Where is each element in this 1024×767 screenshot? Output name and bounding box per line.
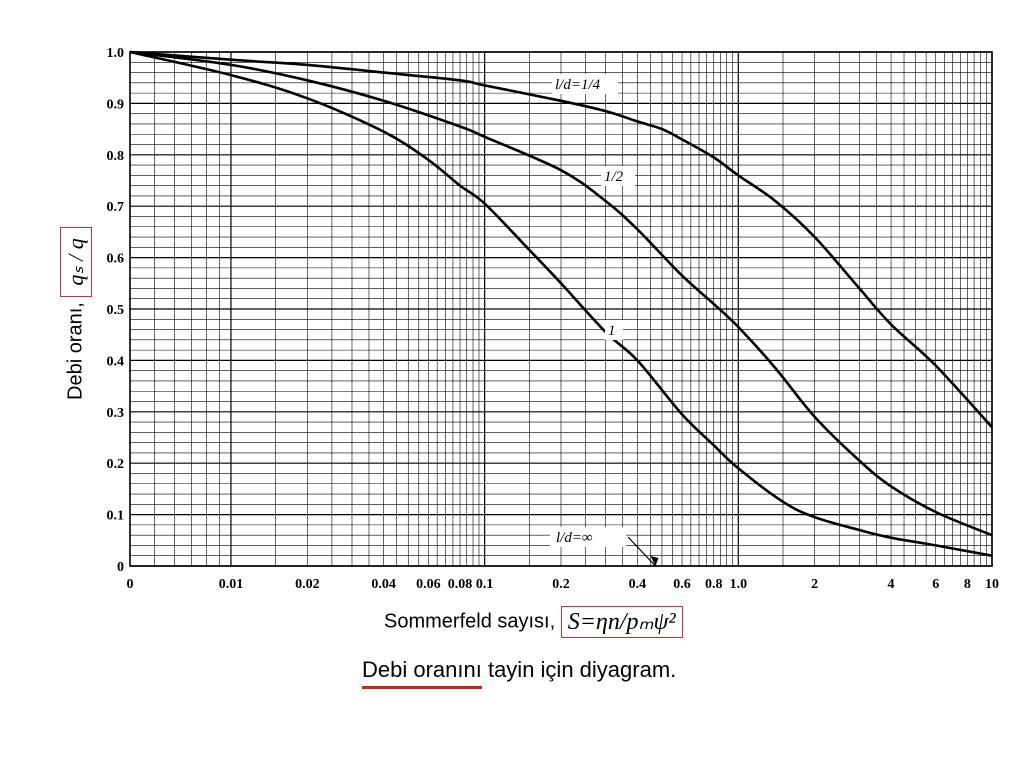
series-label-3: 1	[608, 323, 616, 339]
y-tick-label: 0.3	[107, 406, 125, 421]
chart-axes: 0 0.1 0.2 0.3 0.4 0.5 0.6 0.7 0.8 0.9 1.0 0 0.01 0.02…	[107, 46, 1000, 592]
caption-underline	[362, 686, 482, 689]
series-label-bg	[552, 74, 618, 94]
y-tick-label: 0.5	[107, 303, 125, 318]
x-tick-label: 0.01	[219, 577, 244, 592]
series-line-2	[129, 50, 993, 537]
series-label-1: l/d=1/4	[555, 77, 601, 93]
x-tick-label: 0.8	[705, 577, 723, 592]
x-tick-label: 0.6	[673, 577, 691, 592]
y-tick-label: 0.9	[107, 97, 125, 112]
x-tick-label: 0.2	[552, 577, 570, 592]
series-label-bg	[601, 166, 635, 186]
x-tick-label: 0.04	[371, 577, 396, 592]
x-tick-label: 0.06	[416, 577, 441, 592]
x-axis-label: Sommerfeld sayısı, S=ηn/pₘψ²	[384, 606, 683, 638]
plot-frame	[129, 51, 993, 567]
y-tick-label: 0	[117, 560, 124, 575]
y-axis-formula: qₛ / q	[60, 227, 92, 297]
x-axis-label-text: Sommerfeld sayısı,	[384, 610, 556, 633]
y-tick-label: 0.4	[107, 354, 125, 369]
y-tick-label: 0.8	[107, 149, 125, 164]
x-tick-label: 1.0	[730, 577, 748, 592]
y-tick-label: 1.0	[107, 46, 125, 61]
series-label-2: 1/2	[604, 169, 624, 185]
x-axis-formula: S=ηn/pₘψ²	[560, 606, 683, 638]
inf-label: l/d=∞	[556, 530, 593, 546]
x-tick-label: 6	[932, 577, 939, 592]
figure-caption: Debi oranını tayin için diyagram.	[362, 657, 677, 682]
y-tick-label: 0.6	[107, 252, 125, 267]
series-line-1	[129, 50, 993, 429]
inf-label-bg	[550, 527, 626, 547]
inf-arrow-line	[627, 536, 656, 567]
x-tick-label: 8	[964, 577, 971, 592]
x-tick-label: 0.4	[629, 577, 647, 592]
series-label-bg	[605, 320, 623, 340]
x-tick-label: 0	[127, 577, 134, 592]
x-tick-label: 0.08	[448, 577, 473, 592]
x-tick-label: 0.02	[295, 577, 320, 592]
x-tick-label: 10	[985, 577, 999, 592]
y-axis-label-text: Debi oranı,	[64, 302, 87, 400]
y-tick-label: 0.2	[107, 457, 125, 472]
inf-arrow-head	[650, 556, 659, 566]
x-tick-label: 0.1	[476, 577, 494, 592]
y-tick-label: 0.1	[107, 509, 125, 524]
y-tick-label: 0.7	[107, 200, 125, 215]
chart-labels: l/d=1/4 1/2 1 l/d=∞	[550, 74, 659, 567]
y-axis-label: Debi oranı, qₛ / q	[60, 227, 92, 400]
x-tick-label: 2	[811, 577, 818, 592]
chart-grid	[129, 51, 993, 567]
x-tick-label: 4	[888, 577, 895, 592]
